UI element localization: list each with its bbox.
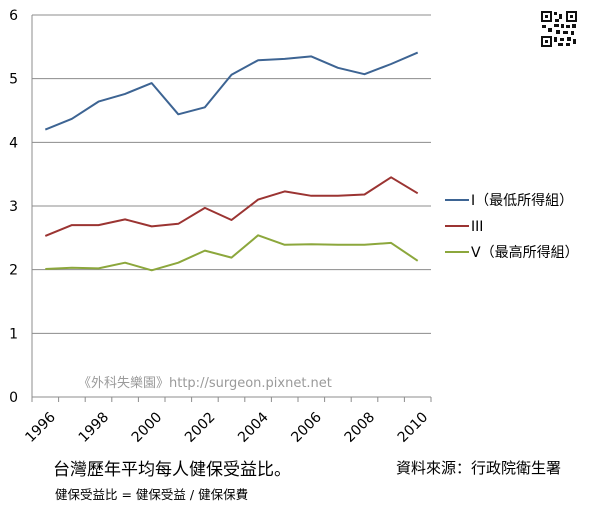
data-source-note: 資料來源：行政院衛生署	[396, 459, 562, 477]
y-tick-label: 2	[9, 263, 18, 279]
y-axis-tick-labels: 0 1 2 3 4 5 6	[9, 8, 18, 406]
x-tick-label: 2002	[182, 409, 219, 446]
line-chart: 0 1 2 3 4 5 6 1996 1998 2000 2002 2004 2006 2008 2010…	[9, 8, 579, 446]
y-tick-label: 3	[9, 199, 18, 215]
x-tick-label: 2008	[342, 409, 379, 446]
legend-label-1: III	[471, 219, 483, 235]
x-tick-label: 1996	[22, 409, 59, 446]
x-tick-label: 2006	[288, 409, 325, 446]
x-tick-label: 2010	[395, 409, 432, 446]
x-axis-tick-labels: 1996 1998 2000 2002 2004 2006 2008 2010	[22, 409, 431, 446]
legend-label-2: V（最高所得組）	[471, 244, 579, 261]
chart-subtitle: 健保受益比 = 健保受益 / 健保保費	[55, 487, 249, 502]
y-tick-label: 0	[9, 390, 18, 406]
series-line-2	[45, 234, 419, 272]
qr-code-icon	[540, 10, 578, 48]
axes	[31, 15, 432, 402]
series-line-1	[44, 176, 419, 237]
x-tick-label: 2000	[129, 409, 166, 446]
legend: I（最低所得組） III V（最高所得組）	[445, 192, 579, 261]
y-tick-label: 1	[9, 326, 18, 342]
x-tick-label: 2004	[235, 409, 272, 446]
chart-title: 台灣歷年平均每人健保受益比。	[53, 460, 291, 480]
y-tick-label: 4	[9, 135, 18, 151]
legend-label-0: I（最低所得組）	[471, 192, 573, 209]
watermark-text: 《外科失樂園》http://surgeon.pixnet.net	[78, 375, 332, 391]
y-tick-label: 5	[9, 72, 18, 88]
x-tick-label: 1998	[76, 409, 113, 446]
series-line-0	[44, 51, 419, 131]
data-series	[44, 51, 419, 272]
y-tick-label: 6	[9, 8, 18, 24]
grid-lines	[32, 14, 431, 334]
